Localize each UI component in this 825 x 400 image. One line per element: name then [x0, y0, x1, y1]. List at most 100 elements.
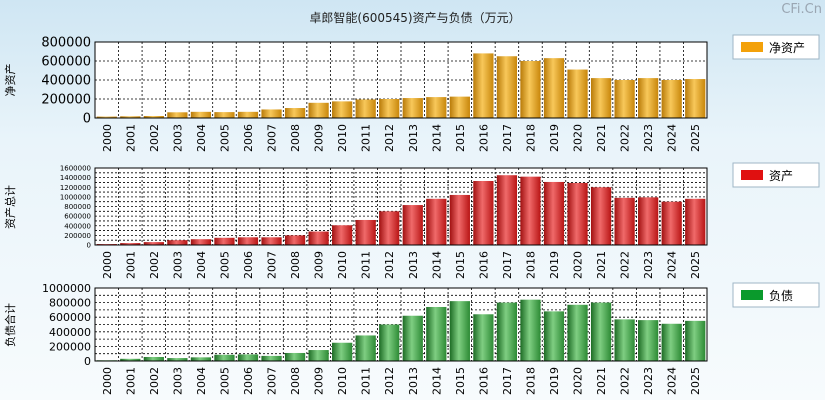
x-tick-label: 2014 — [430, 124, 443, 152]
bar-2012 — [379, 211, 400, 245]
x-tick-label: 2012 — [383, 124, 396, 152]
legend-swatch — [741, 170, 763, 180]
bar-2020 — [567, 182, 588, 245]
x-tick-label: 2018 — [524, 367, 537, 395]
bar-2008 — [284, 235, 306, 245]
bar-2006 — [237, 237, 259, 245]
y-tick-label: 200000 — [41, 93, 91, 108]
bar-2018 — [520, 299, 541, 361]
x-tick-label: 2001 — [124, 251, 137, 279]
chart-title: 卓郎智能(600545)资产与负债（万元） — [309, 10, 520, 25]
x-tick-label: 2021 — [595, 251, 608, 279]
bar-2009 — [308, 231, 329, 245]
x-tick-label: 2002 — [148, 251, 161, 279]
y-axis-label: 净资产 — [3, 64, 17, 97]
x-tick-label: 2009 — [313, 367, 326, 395]
x-tick-label: 2020 — [572, 124, 585, 152]
x-tick-label: 2017 — [501, 367, 514, 395]
x-tick-label: 2015 — [454, 251, 467, 279]
x-tick-label: 2000 — [101, 124, 114, 152]
x-tick-label: 2020 — [572, 251, 585, 279]
bar-2024 — [661, 201, 682, 245]
x-tick-label: 2011 — [360, 251, 373, 279]
y-tick-label: 1200000 — [60, 184, 91, 192]
y-tick-label: 800000 — [49, 297, 91, 310]
bar-2009 — [308, 102, 329, 118]
bar-2005 — [214, 354, 235, 361]
x-tick-label: 2008 — [289, 124, 302, 152]
bar-2013 — [402, 205, 423, 245]
bar-2021 — [590, 302, 612, 361]
x-tick-label: 2020 — [572, 367, 585, 395]
x-tick-label: 2013 — [407, 367, 420, 395]
y-tick-label: 400000 — [49, 326, 91, 339]
bar-2007 — [261, 355, 282, 361]
x-tick-label: 2015 — [454, 367, 467, 395]
legend-assets: 资产 — [732, 162, 820, 188]
bar-2015 — [449, 96, 470, 118]
bar-2010 — [332, 225, 353, 245]
legend-box — [732, 282, 820, 308]
bar-2018 — [520, 176, 541, 245]
net-assets-panel: 0 200000 400000 600000 800000 2000 2001 2002 200… — [3, 36, 708, 152]
x-tick-label: 2019 — [548, 367, 561, 395]
bar-2018 — [520, 61, 541, 118]
x-tick-label: 2018 — [524, 251, 537, 279]
y-tick-label: 0 — [84, 355, 91, 368]
bar-2017 — [496, 302, 518, 361]
x-tick-label: 2016 — [477, 367, 490, 395]
y-tick-label: 600000 — [64, 213, 91, 221]
bar-2005 — [214, 112, 235, 118]
x-tick-label: 2019 — [548, 251, 561, 279]
x-tick-label: 2005 — [218, 367, 231, 395]
x-tick-label: 2004 — [195, 124, 208, 152]
x-tick-label: 2018 — [524, 124, 537, 152]
y-tick-label: 600000 — [49, 311, 91, 324]
x-tick-label: 2010 — [336, 251, 349, 279]
bar-2017 — [496, 175, 518, 245]
y-tick-label: 1000000 — [60, 193, 91, 201]
bar-2004 — [190, 357, 212, 361]
x-tick-label: 2000 — [101, 251, 114, 279]
x-tick-label: 2013 — [407, 124, 420, 152]
x-tick-label: 2010 — [336, 367, 349, 395]
bar-2013 — [402, 315, 423, 361]
x-tick-label: 2008 — [289, 251, 302, 279]
x-tick-label: 2019 — [548, 124, 561, 152]
bar-2022 — [614, 197, 635, 245]
bar-2009 — [308, 350, 329, 361]
bar-2012 — [379, 99, 400, 118]
y-axis-label: 负债合计 — [3, 303, 17, 347]
bar-2000 — [96, 116, 117, 118]
bar-2025 — [685, 198, 706, 245]
y-tick-label: 0 — [87, 242, 91, 250]
bar-2021 — [590, 187, 612, 245]
x-tick-label: 2000 — [101, 367, 114, 395]
bar-2015 — [449, 301, 470, 361]
x-tick-label: 2016 — [477, 251, 490, 279]
x-tick-label: 2013 — [407, 251, 420, 279]
x-tick-label: 2024 — [666, 124, 679, 152]
y-tick-label: 600000 — [41, 55, 91, 70]
y-tick-label: 200000 — [49, 340, 91, 353]
x-tick-label: 2016 — [477, 124, 490, 152]
x-tick-label: 2003 — [171, 251, 184, 279]
y-tick-label: 400000 — [64, 222, 91, 230]
x-tick-label: 2023 — [642, 251, 655, 279]
x-tick-label: 2004 — [195, 367, 208, 395]
x-tick-label: 2012 — [383, 367, 396, 395]
y-tick-label: 200000 — [64, 232, 91, 240]
bar-2003 — [167, 112, 188, 118]
bar-2023 — [638, 78, 659, 118]
y-tick-label: 800000 — [41, 36, 91, 51]
bar-2012 — [379, 324, 400, 361]
x-tick-label: 2001 — [124, 367, 137, 395]
bar-2022 — [614, 80, 635, 118]
x-tick-label: 2002 — [148, 124, 161, 152]
x-tick-label: 2005 — [218, 251, 231, 279]
bar-2016 — [473, 180, 494, 245]
bar-2007 — [261, 109, 282, 118]
x-tick-label: 2025 — [689, 251, 702, 279]
x-tick-label: 2007 — [266, 251, 279, 279]
